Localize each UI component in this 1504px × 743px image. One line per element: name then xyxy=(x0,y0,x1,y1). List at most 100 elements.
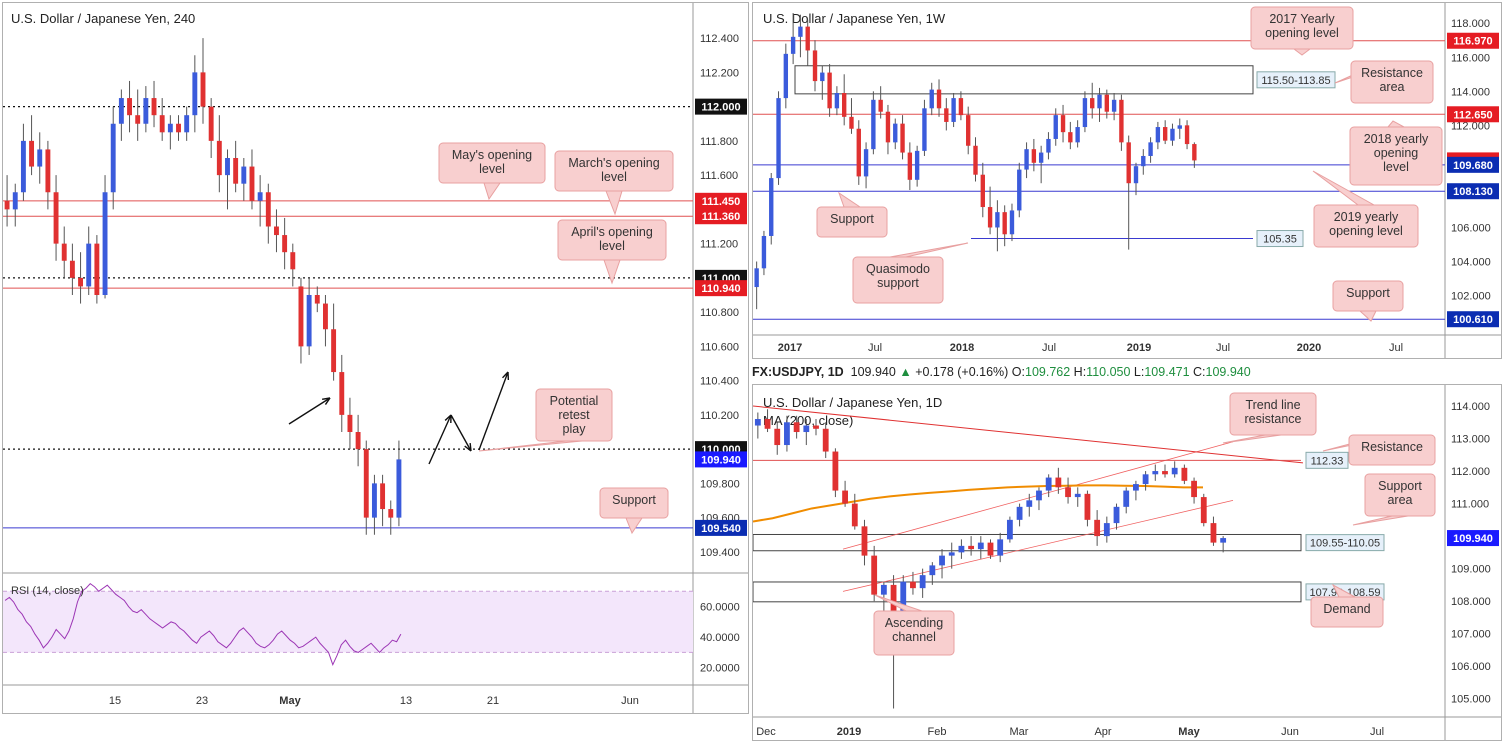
h4-candle xyxy=(127,98,132,116)
h4-level-badge-label: 112.000 xyxy=(701,102,740,114)
w-y-tick: 104.000 xyxy=(1451,257,1491,269)
d-y-tick: 113.000 xyxy=(1451,434,1490,446)
w-candle xyxy=(871,99,876,150)
d-zone-label: 109.55-110.05 xyxy=(1310,538,1380,550)
h4-callout-support-text: Support xyxy=(612,493,656,507)
d-candle xyxy=(871,555,878,595)
d-candle xyxy=(1036,490,1042,501)
h4-title: U.S. Dollar / Japanese Yen, 240 xyxy=(11,11,195,26)
h4-candle xyxy=(45,149,51,193)
h4-candle xyxy=(371,483,377,518)
d-candle xyxy=(958,545,965,553)
h4-chart-panel[interactable]: U.S. Dollar / Japanese Yen, 240 112.400 11… xyxy=(2,2,749,714)
low-label: L: xyxy=(1133,365,1145,379)
w-candle xyxy=(834,93,840,109)
h4-level-badge-label: 111.450 xyxy=(702,196,741,208)
d-candle xyxy=(948,552,955,556)
d-candle xyxy=(1006,519,1013,540)
h4-callout-april-text: level xyxy=(599,239,625,253)
w-y-tick: 116.000 xyxy=(1451,52,1490,64)
h4-level-badge-label: 111.360 xyxy=(702,211,741,223)
d-candle xyxy=(1055,477,1062,488)
w-candle xyxy=(885,111,891,143)
w-candle xyxy=(878,99,883,112)
d-candle xyxy=(1045,477,1052,491)
w-x-tick: Jul xyxy=(868,342,882,354)
h4-candle xyxy=(208,106,214,141)
h4-candle xyxy=(274,226,279,236)
w-zone-label: 115.50-113.85 xyxy=(1261,75,1330,87)
w-candle xyxy=(1053,115,1058,139)
w-candle xyxy=(1170,128,1175,141)
w-level-badge-label: 112.650 xyxy=(1453,109,1492,121)
h4-candle xyxy=(380,483,386,510)
h4-candle xyxy=(20,140,26,193)
h4-callout-may-pointer xyxy=(483,182,501,201)
weekly-chart-panel[interactable]: U.S. Dollar / Japanese Yen, 1W 118.000 116… xyxy=(752,2,1502,359)
d-callout-demand xyxy=(1310,596,1384,628)
d-candle xyxy=(910,581,916,589)
w-candle xyxy=(1155,127,1161,143)
d-candle xyxy=(1103,523,1110,537)
h4-chart[interactable]: U.S. Dollar / Japanese Yen, 240 112.400 11… xyxy=(3,3,748,713)
w-candle xyxy=(798,26,803,37)
w-candle xyxy=(944,108,949,122)
w-callout-support2-text: Support xyxy=(1346,286,1390,300)
d-zone xyxy=(753,581,1302,603)
d-candle xyxy=(997,539,1004,556)
w-candle xyxy=(790,36,796,54)
w-candle xyxy=(812,50,818,82)
h4-candle xyxy=(249,166,255,201)
d-callout-trend-text: Trend line xyxy=(1245,398,1300,412)
d-candle xyxy=(1200,497,1207,524)
w-callout-qm-text: support xyxy=(877,276,919,290)
h4-candle xyxy=(29,140,35,167)
d-candle xyxy=(987,542,994,556)
h4-rsi-band xyxy=(3,591,693,653)
d-y-tick: 109.000 xyxy=(1451,564,1491,576)
h4-level-badge xyxy=(695,451,747,468)
w-candle xyxy=(951,98,956,122)
d-candle xyxy=(1113,506,1120,524)
w-candle xyxy=(842,93,847,117)
w-callout-support-pointer xyxy=(838,191,862,208)
d-x-tick: 2019 xyxy=(837,726,861,738)
w-candle xyxy=(820,72,825,82)
h4-rsi-line xyxy=(4,582,402,666)
weekly-chart[interactable]: U.S. Dollar / Japanese Yen, 1W 118.000 116… xyxy=(753,3,1501,358)
d-callout-support-area-text: area xyxy=(1387,493,1412,507)
h4-candle xyxy=(298,286,304,347)
d-y-tick: 106.000 xyxy=(1451,661,1491,673)
symbol-label: FX:USDJPY, 1D xyxy=(752,365,844,379)
h4-candle xyxy=(53,192,59,244)
daily-chart-panel[interactable]: U.S. Dollar / Japanese Yen, 1D MA (200, c… xyxy=(752,384,1502,741)
w-level-badge xyxy=(1447,32,1499,49)
w-candle xyxy=(893,123,898,143)
w-callout-qm-text: Quasimodo xyxy=(866,262,930,276)
close-label: C: xyxy=(1193,365,1206,379)
h4-callout-retest xyxy=(535,388,613,442)
h4-candle xyxy=(306,295,312,347)
d-callout-trend-pointer xyxy=(1222,434,1282,444)
w-y-tick: 106.000 xyxy=(1451,222,1491,234)
w-level-badge xyxy=(1447,106,1499,123)
h4-candle xyxy=(102,192,108,295)
w-candle xyxy=(914,150,920,180)
w-level-badge-label: 116.970 xyxy=(1453,36,1492,48)
d-zone xyxy=(753,533,1302,552)
h4-candle xyxy=(135,115,141,124)
w-candle xyxy=(1104,94,1109,112)
close-value: 109.940 xyxy=(1205,365,1251,379)
w-candle xyxy=(1133,166,1139,184)
d-callout-trend xyxy=(1229,392,1317,436)
h4-candle xyxy=(61,243,67,261)
d-x-tick: May xyxy=(1178,726,1200,738)
w-candle xyxy=(1068,132,1073,143)
w-candle xyxy=(1075,127,1080,143)
h4-arrow-head xyxy=(464,442,472,452)
w-callout-qm-pointer xyxy=(889,242,969,258)
w-candle xyxy=(966,115,971,146)
d-candle xyxy=(977,542,984,550)
d-x-tick: Apr xyxy=(1094,726,1111,738)
